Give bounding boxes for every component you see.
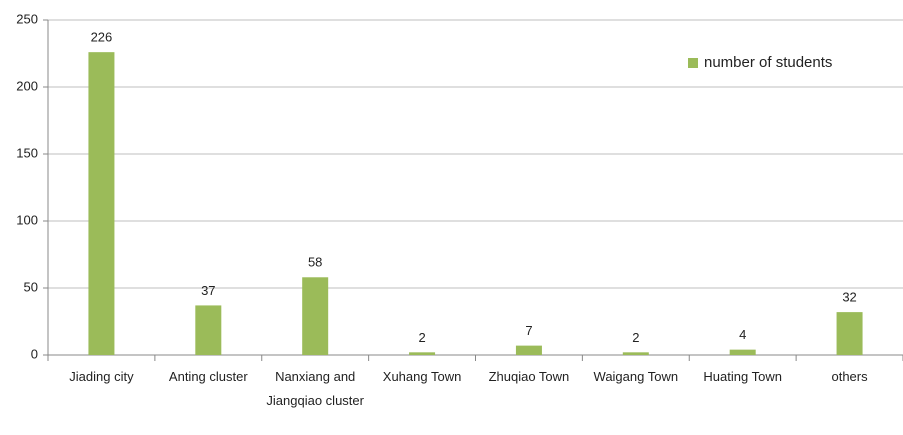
bar <box>515 345 542 355</box>
bar <box>409 352 436 355</box>
y-tick-label: 250 <box>16 11 38 26</box>
y-tick-label: 100 <box>16 212 38 227</box>
data-label: 2 <box>632 330 639 345</box>
legend-label: number of students <box>704 54 832 71</box>
bar <box>836 312 863 355</box>
bar <box>729 349 756 355</box>
bar <box>88 52 115 355</box>
y-tick-label: 0 <box>31 346 38 361</box>
bar <box>302 277 329 355</box>
data-label: 226 <box>91 30 113 45</box>
x-tick-label: others <box>831 369 868 384</box>
data-label: 7 <box>525 323 532 338</box>
x-tick-label: Huating Town <box>703 369 782 384</box>
data-label: 2 <box>418 330 425 345</box>
y-tick-label: 200 <box>16 78 38 93</box>
y-tick-label: 150 <box>16 145 38 160</box>
x-tick-label: Anting cluster <box>168 369 248 384</box>
x-tick-label: Nanxiang and Jiangqiao cluster <box>266 369 364 408</box>
bar <box>622 352 649 355</box>
x-tick-label: Jiading city <box>69 369 134 384</box>
data-label: 4 <box>739 327 746 342</box>
data-label: 32 <box>842 290 856 305</box>
bar <box>195 305 222 355</box>
x-tick-label: Xuhang Town <box>382 369 462 384</box>
legend-swatch <box>688 58 698 68</box>
data-label: 37 <box>201 283 215 298</box>
y-tick-label: 50 <box>24 279 38 294</box>
x-tick-label: Waigang Town <box>593 369 679 384</box>
x-tick-label: Zhuqiao Town <box>488 369 570 384</box>
data-label: 58 <box>308 255 322 270</box>
